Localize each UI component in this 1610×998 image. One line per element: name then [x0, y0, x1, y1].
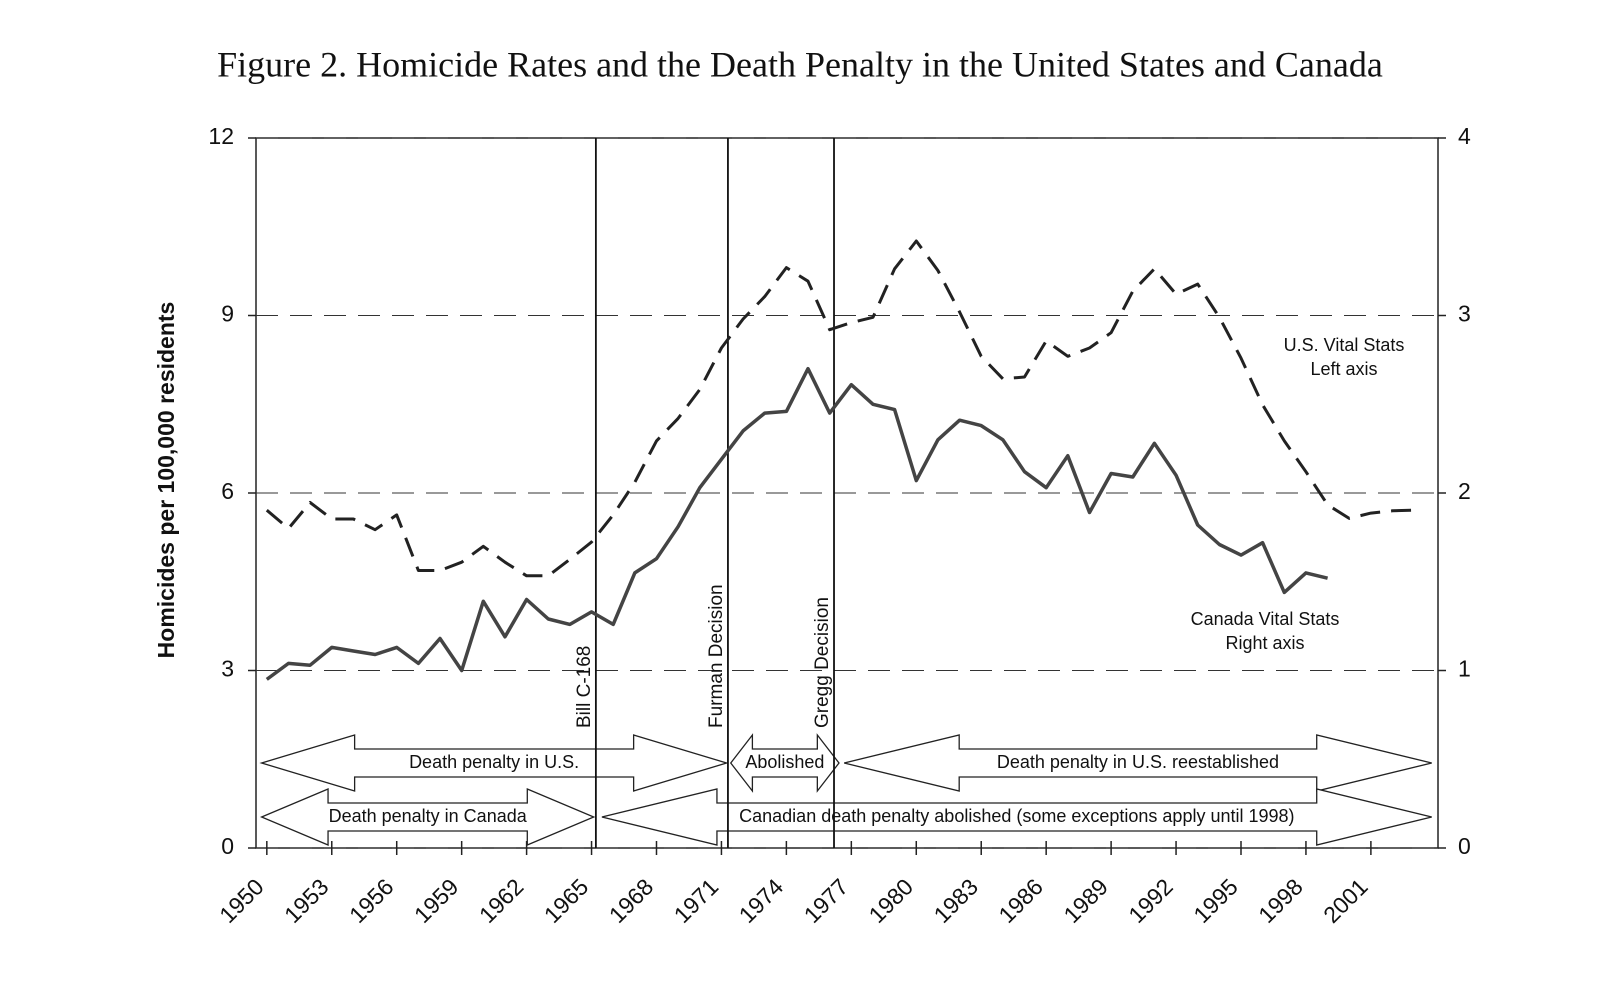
- x-tick-label: 1998: [1253, 873, 1308, 928]
- x-tick-label: 1995: [1188, 873, 1243, 928]
- period-label: Abolished: [745, 752, 824, 772]
- period-arrow: [259, 788, 596, 846]
- y2-tick-label: 2: [1458, 478, 1471, 504]
- series-line: [265, 366, 1329, 681]
- y2-tick-label: 4: [1458, 123, 1471, 149]
- x-tick-label: 1962: [474, 873, 529, 928]
- x-tick-label: 1953: [279, 873, 334, 928]
- x-tick-label: 1983: [928, 873, 983, 928]
- period-label: Death penalty in Canada: [329, 806, 528, 826]
- period-arrow: [844, 734, 1432, 792]
- period-arrow: [259, 734, 729, 792]
- event-label: Bill C-168: [574, 646, 595, 728]
- y2-tick-label: 1: [1458, 656, 1471, 682]
- x-tick-label: 1986: [993, 873, 1048, 928]
- x-tick-label: 1971: [669, 873, 724, 928]
- y-tick-label: 3: [221, 656, 234, 682]
- series-label: Canada Vital Stats: [1191, 609, 1340, 629]
- event-label: Gregg Decision: [812, 597, 833, 728]
- chart-title: Figure 2. Homicide Rates and the Death P…: [217, 44, 1383, 84]
- y-tick-label: 12: [208, 123, 234, 149]
- event-label: Furman Decision: [706, 584, 727, 728]
- x-tick-label: 1992: [1123, 873, 1178, 928]
- period-label: Canadian death penalty abolished (some e…: [739, 806, 1294, 826]
- x-tick-label: 1974: [734, 873, 789, 928]
- period-label: Death penalty in U.S.: [409, 752, 579, 772]
- x-tick-label: 1965: [539, 873, 594, 928]
- x-tick-label: 2001: [1318, 873, 1373, 928]
- period-arrow: [601, 788, 1432, 846]
- series-axis-note: Left axis: [1310, 359, 1377, 379]
- series-label: U.S. Vital Stats: [1284, 335, 1405, 355]
- x-tick-label: 1968: [604, 873, 659, 928]
- series-line: [265, 239, 1415, 578]
- y-tick-label: 0: [221, 833, 234, 859]
- y-tick-label: 6: [221, 478, 234, 504]
- x-tick-label: 1956: [344, 873, 399, 928]
- y-axis-label: Homicides per 100,000 residents: [153, 302, 179, 659]
- x-tick-label: 1959: [409, 873, 464, 928]
- x-tick-label: 1977: [799, 873, 854, 928]
- y-tick-label: 9: [221, 301, 234, 327]
- x-tick-label: 1989: [1058, 873, 1113, 928]
- period-arrow: [729, 733, 840, 793]
- period-label: Death penalty in U.S. reestablished: [997, 752, 1279, 772]
- x-tick-label: 1950: [214, 873, 269, 928]
- x-tick-label: 1980: [864, 873, 919, 928]
- y2-tick-label: 3: [1458, 301, 1471, 327]
- y2-tick-label: 0: [1458, 833, 1471, 859]
- series-axis-note: Right axis: [1225, 633, 1304, 653]
